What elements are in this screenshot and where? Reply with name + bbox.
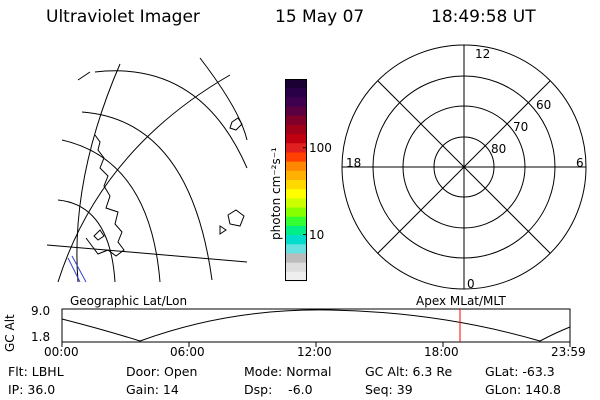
glat-info: GLat: -63.3 [485,364,555,379]
door-info: Door: Open [126,364,198,379]
dsp-info: Dsp: -6.0 [244,382,313,397]
time-tick-1800: 18:00 [424,345,459,359]
time-tick-0000: 00:00 [44,345,79,359]
mlt-label-18: 18 [346,156,362,170]
time-tick-0600: 06:00 [170,345,205,359]
colorbar-band [285,262,307,273]
altitude-ytick-high: 9.0 [31,304,51,318]
colorbar-band [285,79,307,89]
colorbar-band [285,271,307,282]
colorbar-band [285,198,307,209]
colorbar-band [285,124,307,135]
colorbar-band [285,152,307,163]
colorbar-band [285,115,307,126]
mlt-label-0: 0 [467,277,475,291]
lat-label-60: 60 [536,98,552,112]
colorbar-band [285,225,307,236]
seq-info: Seq: 39 [365,382,413,397]
apex-label: Apex MLat/MLT [416,294,506,308]
mlt-label-6: 6 [576,156,584,170]
coastline-outlines [85,117,245,257]
colorbar-band [285,216,307,227]
colorbar [285,79,307,282]
colorbar-frame [285,79,307,281]
colorbar-band [285,88,307,98]
colorbar-band [285,207,307,218]
colorbar-band [285,189,307,199]
geographic-label: Geographic Lat/Lon [70,294,188,308]
colorbar-band [285,106,307,117]
altitude-ytick-low: 1.8 [31,330,51,344]
gc-alt-info: GC Alt: 6.3 Re [365,364,453,379]
lat-label-80: 80 [491,142,507,156]
mlt-label-12: 12 [475,47,491,61]
satellite-track [67,255,87,283]
polar-diagonal-2 [377,80,551,254]
filter-info: Flt: LBHL [8,364,64,379]
altitude-curve [61,309,571,342]
time-tick-1200: 12:00 [297,345,332,359]
colorbar-band [285,170,307,181]
colorbar-band [285,97,307,108]
mode-info: Mode: Normal [244,364,332,379]
colorbar-band [285,161,307,172]
instrument-title: Ultraviolet Imager [46,7,200,27]
colorbar-band [285,235,307,245]
altitude-plot-frame [61,308,571,343]
colorbar-band [285,134,307,144]
time-label: 18:49:58 UT [431,7,536,27]
time-tick-2359: 23:59 [551,345,586,359]
ip-info: IP: 36.0 [8,382,56,397]
colorbar-band [285,244,307,254]
colorbar-band [285,143,307,153]
map-grid-lines [46,57,248,283]
colorbar-band [285,253,307,264]
lat-label-70: 70 [513,120,529,134]
glon-info: GLon: 140.8 [485,382,561,397]
colorbar-band [285,180,307,190]
altitude-ylabel: GC Alt [3,314,17,352]
colorbar-tick-100: 100 [309,141,332,155]
date-label: 15 May 07 [275,7,365,27]
colorbar-tick-10: 10 [309,228,325,242]
gain-info: Gain: 14 [126,382,179,397]
